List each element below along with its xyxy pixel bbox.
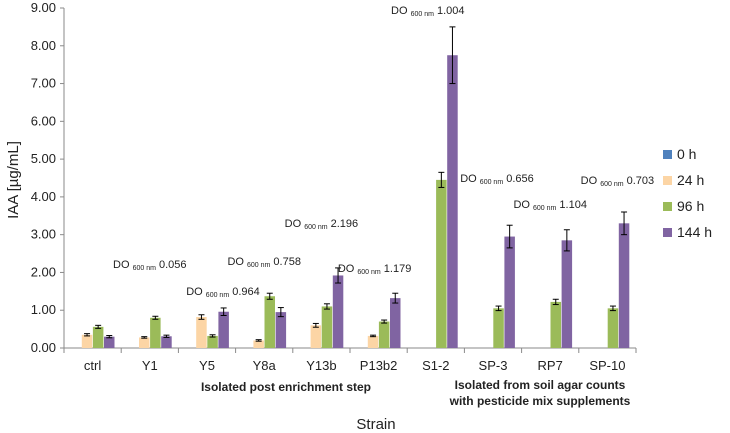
bar-24h-Y5: [196, 317, 207, 348]
x-tick-label: Y8a: [253, 358, 277, 373]
bar-144h-Y8a: [275, 312, 287, 348]
bar-96h-P13b2: [378, 321, 390, 348]
bar-96h-S1-2: [436, 179, 447, 348]
bar-96h-Y5: [207, 335, 218, 348]
y-tick-label: 2.00: [31, 264, 56, 279]
x-tick-label: RP7: [538, 358, 563, 373]
bar-144h-Y13b: [332, 275, 344, 348]
bar-96h-RP7: [550, 301, 561, 348]
legend-label-0h: 0 h: [677, 146, 696, 162]
do-annotation: DO 600 nm 0.056: [113, 259, 187, 272]
y-axis-title: IAA [µg/mL]: [5, 141, 22, 219]
legend-label-96h: 96 h: [677, 198, 704, 214]
x-tick-label: ctrl: [84, 358, 101, 373]
do-annotation: DO 600 nm 1.104: [513, 199, 587, 212]
x-tick-label: P13b2: [360, 358, 398, 373]
bar-96h-ctrl: [92, 326, 104, 348]
bar-96h-SP-3: [493, 308, 504, 348]
bar-144h-S1-2: [447, 55, 458, 348]
y-tick-label: 7.00: [31, 76, 56, 91]
x-tick-label: S1-2: [422, 358, 449, 373]
bar-144h-SP-3: [504, 236, 515, 348]
bar-144h-P13b2: [390, 298, 401, 348]
x-axis-title: Strain: [356, 416, 395, 433]
do-annotation: DO 600 nm 0.758: [227, 256, 301, 269]
legend-label-24h: 24 h: [677, 172, 704, 188]
group-label-enrichment: Isolated post enrichment step: [201, 380, 371, 394]
legend-swatch-24h: [663, 176, 672, 185]
x-tick-label: SP-10: [589, 358, 625, 373]
bar-96h-Y1: [150, 317, 161, 348]
do-annotation: DO 600 nm 0.703: [581, 175, 655, 188]
bar-144h-RP7: [561, 240, 573, 348]
x-tick-label: Y5: [199, 358, 215, 373]
y-tick-label: 8.00: [31, 38, 56, 53]
legend-swatch-144h: [663, 228, 672, 237]
y-tick-label: 0.00: [31, 340, 56, 355]
group-label-soil: Isolated from soil agar counts: [455, 378, 626, 392]
bar-144h-Y5: [218, 311, 229, 348]
bar-24h-Y13b: [310, 325, 322, 348]
do-annotation: DO 600 nm 1.004: [391, 5, 465, 18]
y-tick-label: 1.00: [31, 302, 56, 317]
bar-24h-Y1: [139, 337, 150, 348]
group-label-soil-line2: with pesticide mix supplements: [449, 394, 631, 408]
legend-swatch-0h: [663, 150, 672, 159]
y-tick-label: 3.00: [31, 227, 56, 242]
y-tick-label: 9.00: [31, 0, 56, 15]
do-annotation: DO 600 nm 0.964: [186, 286, 260, 299]
legend-label-144h: 144 h: [677, 224, 712, 240]
do-annotation: DO 600 nm 0.656: [460, 173, 534, 186]
x-tick-label: Y13b: [306, 358, 336, 373]
bar-24h-P13b2: [367, 335, 379, 348]
bar-96h-SP-10: [607, 308, 619, 348]
bar-144h-SP-10: [618, 223, 630, 348]
bar-24h-ctrl: [81, 334, 93, 348]
bar-24h-Y8a: [253, 340, 264, 348]
y-tick-label: 6.00: [31, 113, 56, 128]
do-annotation: DO 600 nm 2.196: [285, 218, 359, 231]
x-tick-label: Y1: [142, 358, 158, 373]
x-tick-label: SP-3: [479, 358, 508, 373]
bar-144h-ctrl: [104, 336, 115, 348]
y-tick-label: 5.00: [31, 151, 56, 166]
legend-swatch-96h: [663, 202, 672, 211]
y-tick-label: 4.00: [31, 189, 56, 204]
bar-96h-Y8a: [264, 296, 275, 348]
do-annotation: DO 600 nm 1.179: [338, 263, 412, 276]
bar-144h-Y1: [161, 336, 172, 348]
bar-96h-Y13b: [321, 306, 333, 348]
